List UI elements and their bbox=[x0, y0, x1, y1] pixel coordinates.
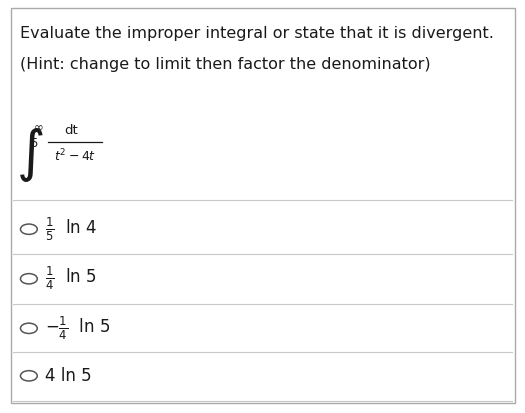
Text: $\frac{1}{4}$  ln 5: $\frac{1}{4}$ ln 5 bbox=[45, 265, 96, 292]
Text: $t^2 - 4t$: $t^2 - 4t$ bbox=[54, 147, 96, 164]
Text: Evaluate the improper integral or state that it is divergent.: Evaluate the improper integral or state … bbox=[20, 26, 494, 40]
Text: $5$: $5$ bbox=[30, 137, 38, 150]
Text: 4 ln 5: 4 ln 5 bbox=[45, 367, 91, 385]
Text: $\int$: $\int$ bbox=[16, 126, 43, 184]
Text: $\infty$: $\infty$ bbox=[33, 120, 44, 133]
Text: (Hint: change to limit then factor the denominator): (Hint: change to limit then factor the d… bbox=[20, 57, 430, 72]
Text: dt: dt bbox=[64, 124, 78, 137]
Text: $\frac{1}{5}$  ln 4: $\frac{1}{5}$ ln 4 bbox=[45, 216, 97, 243]
Text: $-\frac{1}{4}$  ln 5: $-\frac{1}{4}$ ln 5 bbox=[45, 315, 110, 342]
